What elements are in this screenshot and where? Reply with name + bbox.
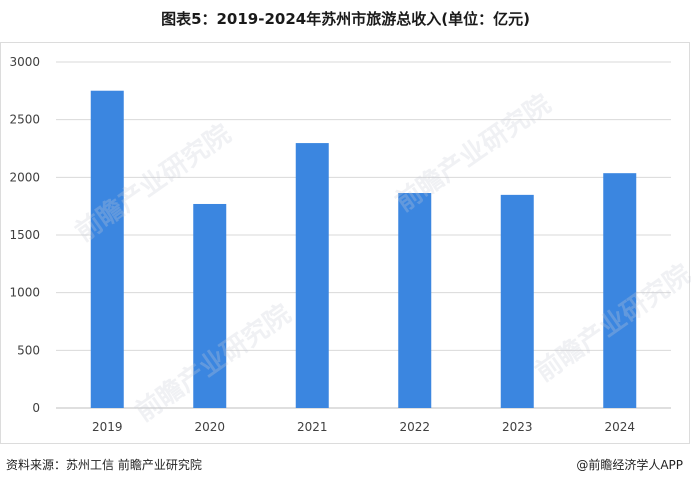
bar-2024 <box>603 173 637 408</box>
y-tick-label: 1500 <box>9 228 40 242</box>
bar-2019 <box>90 90 124 408</box>
y-tick-label: 2000 <box>9 170 40 184</box>
y-tick-label: 0 <box>32 401 40 415</box>
y-tick-label: 3000 <box>9 55 40 69</box>
y-tick-label: 2500 <box>9 113 40 127</box>
source-note: 资料来源：苏州工信 前瞻产业研究院 <box>6 458 202 472</box>
chart-title: 图表5：2019-2024年苏州市旅游总收入(单位：亿元) <box>161 10 530 28</box>
bar-2021 <box>295 143 329 408</box>
x-tick-label: 2020 <box>194 420 225 434</box>
chart-area: 0 500 1000 1500 2000 2500 3000 2019 2020 2021 2022… <box>0 42 691 444</box>
x-tick-label: 2019 <box>92 420 123 434</box>
x-tick-label: 2024 <box>604 420 635 434</box>
y-tick-label: 500 <box>17 343 40 357</box>
bar-2020 <box>193 203 227 408</box>
y-tick-label: 1000 <box>9 286 40 300</box>
bar-2022 <box>398 193 432 408</box>
bar-2023 <box>500 194 534 408</box>
x-tick-label: 2023 <box>502 420 533 434</box>
x-tick-label: 2021 <box>297 420 328 434</box>
x-tick-label: 2022 <box>399 420 430 434</box>
credit-note: @前瞻经济学人APP <box>576 458 683 472</box>
bar-chart: 0 500 1000 1500 2000 2500 3000 2019 2020 2021 2022… <box>9 55 671 434</box>
